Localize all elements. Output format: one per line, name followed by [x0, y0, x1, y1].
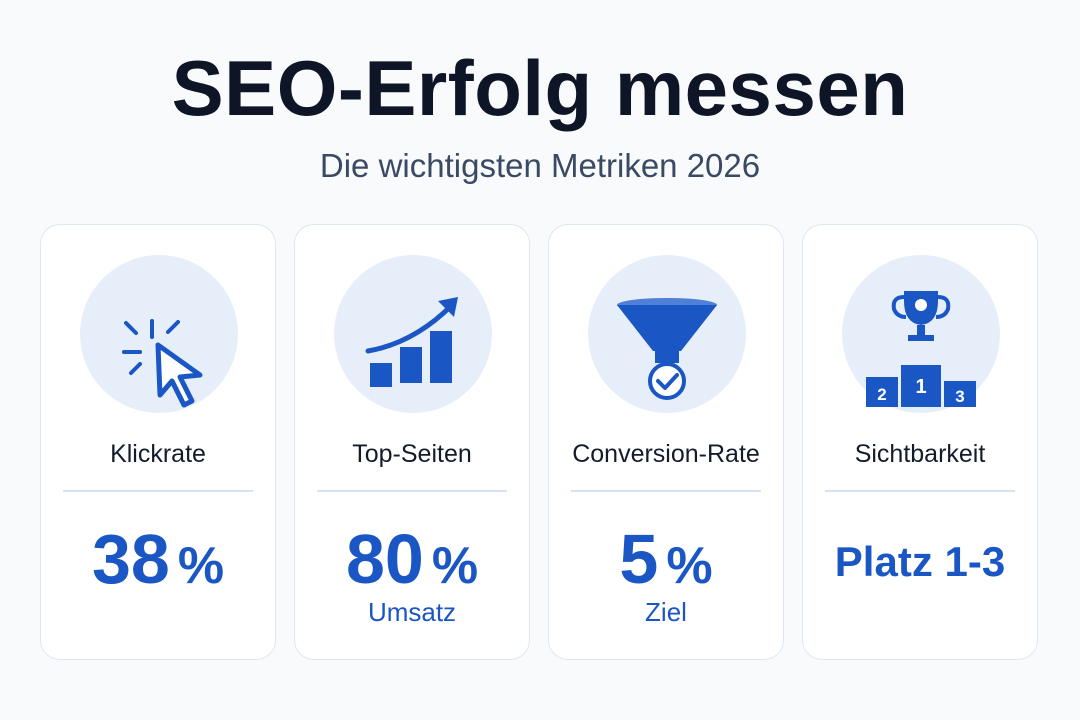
metric-value: Platz 1-3 — [834, 538, 1006, 585]
metric-value: 38% — [41, 521, 275, 617]
divider — [825, 490, 1015, 492]
trophy-podium-icon: 2 1 3 — [866, 291, 976, 407]
metric-sublabel: Ziel — [645, 597, 687, 627]
podium-third-label: 3 — [955, 387, 964, 406]
metric-card-klickrate: Klickrate 38% — [40, 224, 276, 660]
icon-circle: 2 1 3 — [842, 255, 1000, 413]
metric-value: 80% — [295, 521, 529, 617]
metric-card-top-seiten: Top-Seiten 80% Umsatz — [294, 224, 530, 660]
metric-number: 38 — [91, 520, 170, 598]
metric-card-sichtbarkeit: 2 1 3 Sichtbarkeit Platz 1-3 — [802, 224, 1038, 660]
metric-unit: % — [431, 537, 479, 595]
divider — [571, 490, 761, 492]
metric-value: 5% — [549, 521, 783, 617]
metric-card-conversion-rate: Conversion-Rate 5% Ziel — [548, 224, 784, 660]
icon-circle — [334, 255, 492, 413]
cursor-click-icon — [122, 319, 203, 408]
metric-sublabel: Umsatz — [367, 597, 457, 627]
icon-circle — [588, 255, 746, 413]
page-subtitle: Die wichtigsten Metriken 2026 — [319, 147, 761, 184]
podium-second-label: 2 — [877, 385, 886, 404]
metric-number: 80 — [345, 520, 424, 598]
divider — [317, 490, 507, 492]
page-title: SEO-Erfolg messen — [171, 44, 909, 132]
podium-first-label: 1 — [915, 376, 926, 398]
metric-label: Conversion-Rate — [572, 440, 760, 468]
growth-chart-icon — [365, 297, 458, 387]
icon-circle — [80, 255, 238, 413]
metric-number: 5 — [619, 520, 659, 598]
divider — [63, 490, 253, 492]
metric-unit: % — [177, 537, 225, 595]
metric-unit: % — [666, 537, 713, 595]
metric-label: Top-Seiten — [352, 440, 472, 468]
metric-label: Klickrate — [110, 440, 206, 468]
funnel-check-icon — [617, 298, 717, 400]
metric-label: Sichtbarkeit — [854, 440, 986, 468]
